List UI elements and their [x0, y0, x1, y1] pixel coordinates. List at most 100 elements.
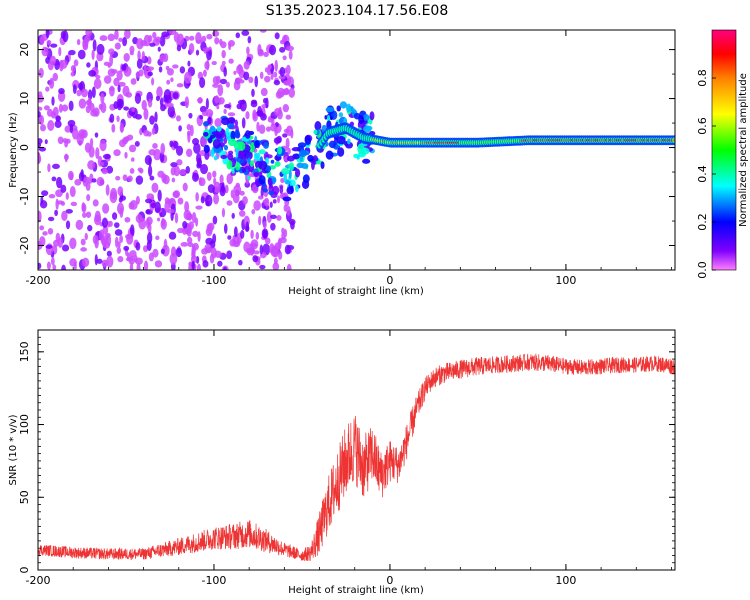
heatmap-cell	[111, 123, 116, 133]
colorbar-tick-label: 0.8	[696, 69, 709, 87]
heatmap-cell	[226, 200, 233, 206]
snr-y-tick-label: 150	[18, 341, 31, 362]
heatmap-cell	[239, 190, 245, 196]
heatmap-cell	[72, 84, 77, 94]
heatmap-cell	[285, 64, 291, 75]
heatmap-cell	[356, 155, 360, 160]
heatmap-cell	[80, 238, 86, 246]
heatmap-cell	[250, 100, 258, 108]
snr-series-line	[38, 353, 675, 562]
heatmap-cell	[141, 99, 147, 111]
heatmap-cell	[87, 224, 93, 232]
heatmap-cell	[213, 155, 218, 161]
heatmap-cell	[94, 254, 98, 266]
heatmap-cell	[192, 242, 199, 251]
heatmap-cell	[143, 260, 149, 270]
heatmap-cell	[109, 113, 115, 123]
heatmap-cell	[68, 49, 76, 56]
heatmap-cell	[56, 176, 63, 189]
heatmap-cell	[41, 46, 49, 57]
heatmap-cell	[78, 82, 84, 91]
heatmap-cell	[42, 231, 48, 236]
heatmap-cell	[175, 247, 183, 258]
heatmap-cell	[94, 132, 99, 138]
heatmap-cell	[82, 38, 87, 50]
heatmap-cell	[277, 146, 283, 155]
heatmap-cell	[172, 191, 179, 198]
heatmap-cell	[115, 175, 121, 181]
heatmap-cell	[282, 55, 287, 61]
heatmap-cell	[182, 182, 188, 192]
heatmap-cell	[143, 64, 147, 76]
heatmap-cell	[38, 111, 41, 118]
heatmap-cell	[147, 71, 153, 77]
heatmap-cell	[238, 259, 243, 266]
heatmap-cell	[237, 141, 246, 151]
heatmap-cell	[146, 66, 155, 71]
heatmap-cell	[206, 33, 213, 40]
spectrogram-y-label: Frequency (Hz)	[8, 112, 19, 188]
heatmap-cell	[226, 250, 233, 260]
heatmap-cell	[213, 177, 217, 186]
heatmap-cell	[52, 264, 57, 270]
heatmap-cell	[188, 35, 195, 41]
heatmap-cell	[241, 30, 250, 36]
heatmap-cell	[114, 42, 121, 50]
heatmap-cell	[284, 244, 291, 255]
heatmap-cell	[135, 242, 141, 251]
heatmap-cell	[236, 103, 242, 110]
heatmap-cell	[160, 142, 166, 155]
heatmap-cell	[271, 177, 276, 183]
heatmap-cell	[166, 68, 174, 76]
heatmap-cell	[184, 96, 190, 109]
heatmap-cell	[281, 88, 290, 96]
heatmap-cell	[78, 129, 86, 139]
heatmap-cell	[170, 162, 178, 168]
heatmap-cell	[116, 202, 125, 215]
heatmap-cell	[270, 222, 276, 231]
heatmap-cell	[197, 97, 203, 104]
heatmap-cell	[70, 65, 76, 72]
heatmap-cell	[260, 87, 268, 97]
snr-y-label: SNR (10 * v/v)	[8, 414, 19, 485]
heatmap-cell	[245, 221, 250, 232]
heatmap-cell	[143, 129, 150, 137]
heatmap-cell	[154, 201, 161, 213]
heatmap-cell	[103, 75, 112, 84]
heatmap-cell	[114, 229, 123, 236]
heatmap-cell	[47, 227, 54, 235]
heatmap-cell	[118, 98, 124, 109]
heatmap-cell	[117, 241, 121, 249]
heatmap-cell	[254, 152, 261, 159]
heatmap-cell	[38, 138, 43, 145]
heatmap-cell	[99, 139, 107, 152]
heatmap-cell	[124, 30, 131, 39]
heatmap-cell	[177, 197, 184, 205]
heatmap-cell	[249, 142, 256, 153]
heatmap-cell	[65, 208, 73, 214]
heatmap-cell	[55, 115, 61, 122]
heatmap-cell	[152, 143, 158, 149]
heatmap-cell	[339, 101, 348, 109]
heatmap-cell	[196, 263, 202, 270]
heatmap-cell	[129, 168, 135, 174]
heatmap-cell	[96, 258, 103, 264]
heatmap-cell	[154, 260, 163, 268]
heatmap-cell	[169, 252, 178, 265]
heatmap-cell	[135, 113, 142, 120]
heatmap-cell	[38, 152, 41, 164]
heatmap-cell	[272, 245, 280, 258]
heatmap-cell	[212, 76, 219, 85]
heatmap-cell	[119, 122, 125, 133]
heatmap-cell	[267, 177, 273, 186]
heatmap-cell	[39, 225, 45, 231]
heatmap-cell	[325, 150, 334, 160]
heatmap-cell	[203, 144, 210, 154]
heatmap-cell	[113, 149, 121, 157]
heatmap-cell	[220, 154, 228, 159]
heatmap-cell	[90, 109, 99, 117]
heatmap-cell	[45, 244, 53, 249]
heatmap-cell	[287, 155, 295, 162]
heatmap-cell	[253, 171, 260, 177]
